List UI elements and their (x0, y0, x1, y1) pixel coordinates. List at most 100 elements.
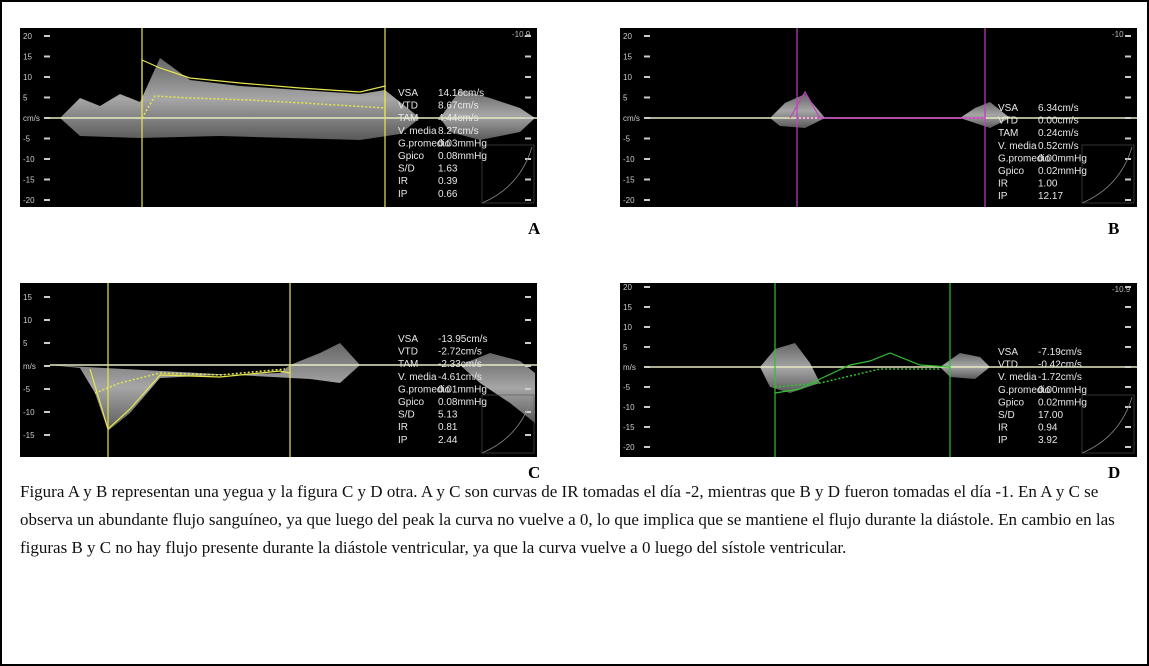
axis-tick-label: -15 (623, 176, 635, 185)
measure-value: 0.00cm/s (1038, 116, 1079, 127)
measure-value: 0.00mmHg (1038, 385, 1087, 396)
measure-label: S/D (398, 164, 415, 175)
panel-letter: A (528, 219, 540, 239)
axis-tick-label: -15 (623, 423, 635, 432)
measure-label: V. media (398, 372, 437, 383)
measure-value: 1.63 (438, 164, 458, 175)
axis-tick-label: 5 (23, 94, 28, 103)
tick-mark (1125, 326, 1131, 328)
measure-value: 0.03mmHg (438, 138, 487, 149)
measure-value: 0.39 (438, 176, 458, 187)
tick-mark (1125, 138, 1131, 140)
axis-tick-label: 10 (23, 73, 32, 82)
measure-label: VSA (998, 103, 1018, 114)
tick-mark (44, 138, 50, 140)
axis-tick-label: 5 (23, 339, 28, 348)
axis-tick-label: -10 (23, 155, 35, 164)
tick-mark (1125, 35, 1131, 37)
tick-mark (44, 158, 50, 160)
panel-letter: B (1108, 219, 1119, 239)
measure-value: -2.33cm/s (438, 359, 482, 370)
tick-mark (44, 117, 50, 119)
measure-label: Gpico (398, 397, 425, 408)
tick-mark (1125, 199, 1131, 201)
tick-mark (644, 97, 650, 99)
tick-mark (644, 56, 650, 58)
axis-tick-label: -5 (623, 135, 631, 144)
axis-tick-label: 15 (623, 53, 632, 62)
tick-mark (1125, 76, 1131, 78)
measure-value: 0.24cm/s (1038, 128, 1079, 139)
panel-letter: D (1108, 463, 1120, 483)
measure-label: V. media (998, 141, 1037, 152)
inset-curve (482, 147, 532, 203)
tick-mark (644, 117, 650, 119)
tick-mark (44, 97, 50, 99)
measure-label: VSA (998, 347, 1018, 358)
tick-mark (644, 76, 650, 78)
tick-mark (644, 446, 650, 448)
measure-value: 8.27cm/s (438, 126, 479, 137)
axis-tick-label: 15 (23, 293, 32, 302)
inset-box (1082, 145, 1134, 203)
measure-value: 1.00 (1038, 179, 1058, 190)
tick-mark (644, 286, 650, 288)
tick-mark (1125, 97, 1131, 99)
measure-value: -4.61cm/s (438, 372, 482, 383)
measure-value: 6.34cm/s (1038, 103, 1079, 114)
tick-mark (525, 56, 531, 58)
measure-value: 0.52cm/s (1038, 141, 1079, 152)
tick-mark (1125, 366, 1131, 368)
measure-label: IP (998, 435, 1008, 446)
measure-value: 0.08mmHg (438, 397, 487, 408)
tick-mark (1125, 446, 1131, 448)
measure-label: S/D (998, 410, 1015, 421)
measure-value: 0.02mmHg (1038, 397, 1087, 408)
axis-tick-label: -20 (623, 443, 635, 452)
tick-mark (525, 342, 531, 344)
tick-mark (44, 179, 50, 181)
measure-value: 0.01mmHg (438, 384, 487, 395)
doppler-panel: 15105m/s-5-10-15VSA-13.95cm/sVTD-2.72cm/… (20, 283, 537, 457)
axis-tick-label: -5 (623, 383, 631, 392)
measure-label: Gpico (398, 151, 425, 162)
tick-mark (525, 434, 531, 436)
measure-value: 8.67cm/s (438, 101, 479, 112)
measure-label: TAM (398, 113, 418, 124)
panel-letter: C (528, 463, 540, 483)
measure-label: Gpico (998, 166, 1025, 177)
tick-mark (644, 346, 650, 348)
tick-mark (44, 76, 50, 78)
measure-label: V. media (998, 372, 1037, 383)
measure-label: VSA (398, 334, 418, 345)
measure-label: VTD (998, 116, 1018, 127)
axis-tick-label: -10 (23, 408, 35, 417)
tick-mark (644, 199, 650, 201)
measure-label: S/D (398, 410, 415, 421)
measure-label: TAM (998, 128, 1018, 139)
tick-mark (44, 199, 50, 201)
tick-mark (44, 319, 50, 321)
tick-mark (644, 386, 650, 388)
measure-label: V. media (398, 126, 437, 137)
measure-value: -1.72cm/s (1038, 372, 1082, 383)
measure-value: -2.72cm/s (438, 347, 482, 358)
tick-mark (44, 411, 50, 413)
measure-label: IR (398, 422, 408, 433)
tick-mark (644, 326, 650, 328)
doppler-panel: 2015105m/s-5-10-15-20-10.9VSA-7.19cm/sVT… (620, 283, 1137, 457)
tick-mark (525, 179, 531, 181)
measure-value: -13.95cm/s (438, 334, 487, 345)
axis-tick-label: m/s (23, 362, 36, 371)
axis-tick-label: -10 (623, 155, 635, 164)
measure-value: 0.00mmHg (1038, 153, 1087, 164)
tick-mark (644, 158, 650, 160)
tick-mark (1125, 306, 1131, 308)
axis-tick-label: 10 (23, 316, 32, 325)
inset-box (1082, 395, 1134, 453)
measure-value: 0.66 (438, 189, 458, 200)
measure-value: 0.94 (1038, 423, 1058, 434)
measure-value: 17.00 (1038, 410, 1063, 421)
tick-mark (525, 319, 531, 321)
